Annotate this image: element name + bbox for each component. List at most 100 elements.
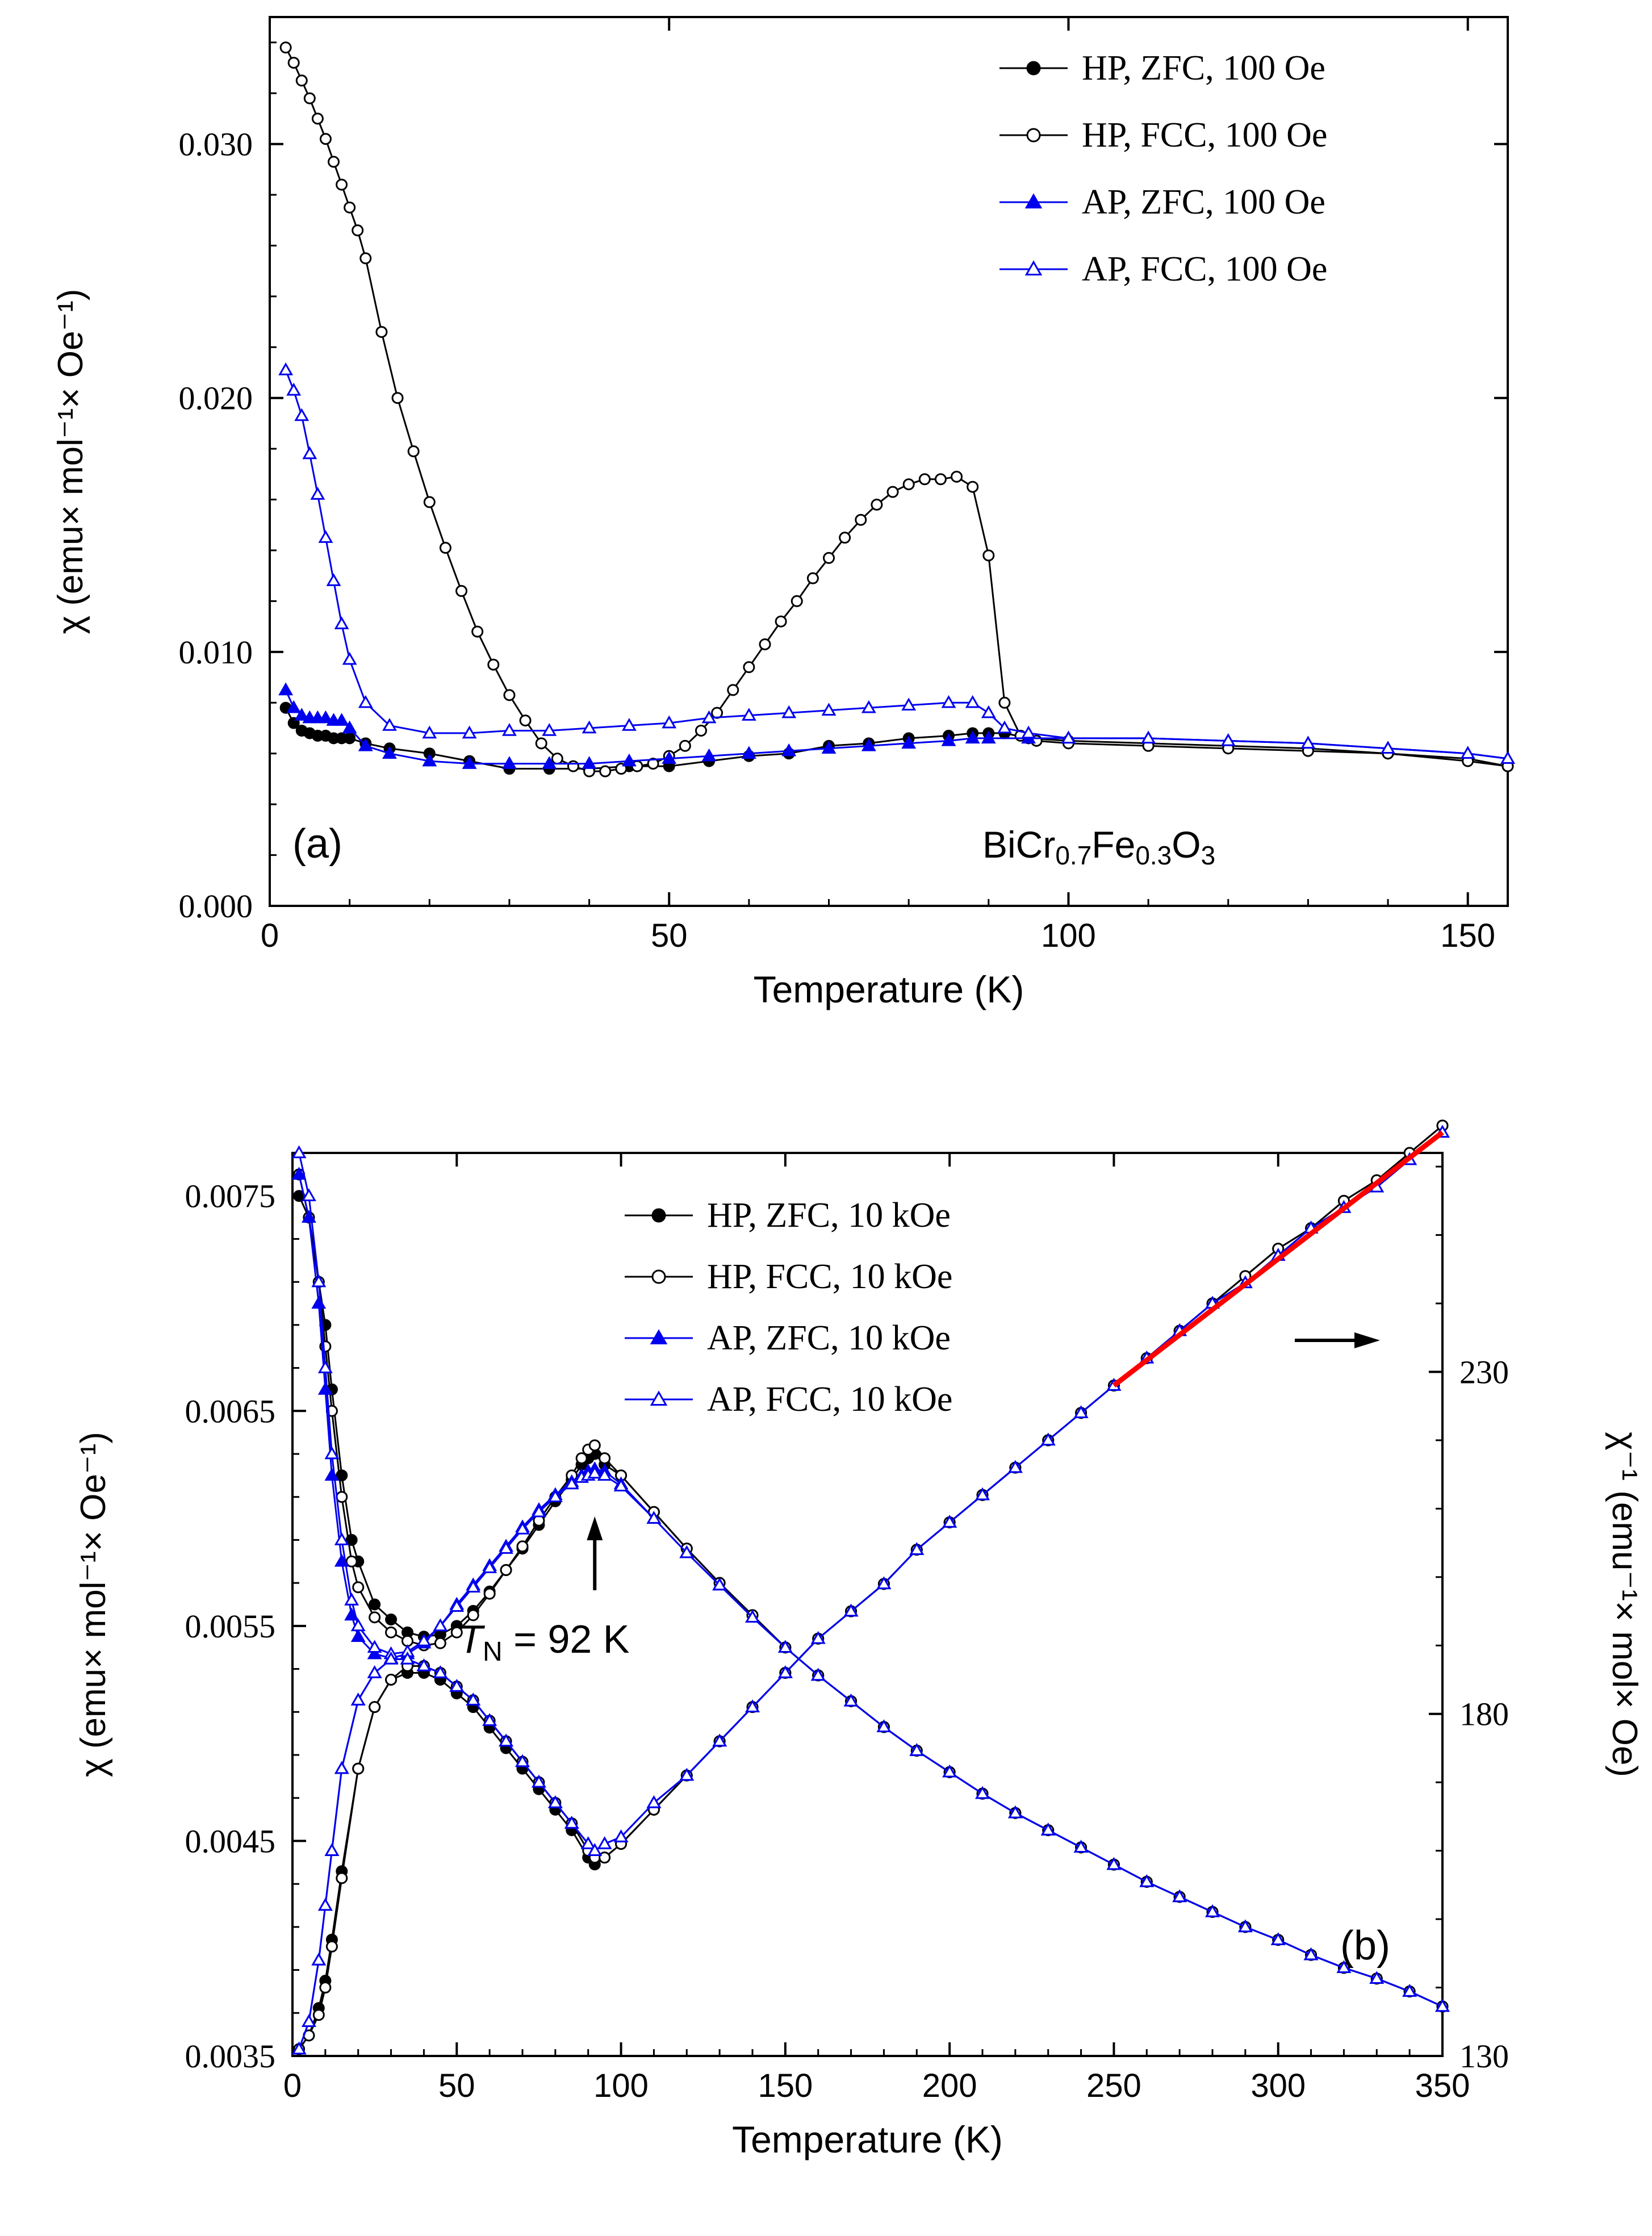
series-line	[298, 1196, 1443, 2008]
data-point	[359, 252, 372, 265]
data-point	[466, 1579, 481, 1593]
data-point	[345, 1555, 358, 1568]
data-point	[358, 738, 373, 751]
data-point	[745, 1699, 760, 1712]
data-point	[1007, 1805, 1023, 1819]
legend-label: AP, ZFC, 10 kOe	[707, 1319, 951, 1357]
plot-frame	[291, 1152, 1444, 2057]
data-point	[294, 708, 310, 721]
data-point	[279, 41, 292, 54]
data-point	[516, 1540, 529, 1553]
data-point	[871, 499, 883, 511]
data-point	[303, 92, 316, 105]
data-point	[567, 760, 579, 772]
data-point	[416, 1633, 432, 1646]
data-point	[1270, 1932, 1286, 1945]
data-point	[294, 408, 310, 421]
tn-arrow-head	[587, 1516, 603, 1540]
data-point	[385, 1626, 398, 1639]
formula-text: Fe	[1091, 824, 1135, 866]
data-point	[334, 1532, 349, 1545]
x-axis-label: Temperature (K)	[754, 968, 1024, 1010]
data-point	[1172, 1889, 1187, 1903]
data-point	[278, 362, 294, 375]
x-axis-label: Temperature (K)	[732, 2118, 1003, 2160]
data-point	[278, 682, 294, 696]
data-point	[382, 718, 397, 731]
data-point	[531, 1504, 546, 1518]
data-point	[575, 1452, 588, 1465]
series-curie-weiss-fit	[1112, 1130, 1444, 1388]
data-point	[1021, 725, 1036, 739]
x-tick-label: 150	[1440, 917, 1495, 954]
x-tick-label: 200	[922, 2067, 977, 2104]
data-point	[965, 730, 980, 744]
data-point	[810, 1667, 826, 1681]
legend-marker	[651, 1269, 666, 1284]
data-point	[965, 695, 980, 708]
legend-marker	[651, 1208, 666, 1223]
formula-subscript: 0.7	[1055, 841, 1091, 870]
data-point	[597, 1468, 612, 1481]
data-point	[821, 703, 837, 716]
data-point	[336, 1872, 348, 1884]
data-point	[580, 1836, 596, 1849]
data-point	[679, 1767, 695, 1781]
legend-label: AP, FCC, 10 kOe	[707, 1380, 952, 1419]
data-point	[439, 542, 451, 554]
data-point	[587, 1465, 603, 1479]
formula-subscript: 0.3	[1135, 841, 1172, 870]
data-point	[975, 1786, 990, 1799]
data-point	[344, 1593, 359, 1606]
data-point	[1460, 746, 1475, 759]
series-hp-fcc-100-oe	[279, 41, 1514, 778]
data-point	[483, 1587, 496, 1600]
data-point	[806, 572, 819, 584]
data-point	[385, 1614, 398, 1625]
data-point	[400, 1651, 415, 1665]
y-tick-label: 0.010	[179, 634, 253, 671]
y-tick-label: 0.0045	[185, 1823, 276, 1859]
data-point	[375, 325, 388, 338]
data-point	[975, 1487, 990, 1501]
right-axis-arrow-head	[1354, 1332, 1380, 1348]
data-point	[324, 1446, 340, 1460]
data-point	[1300, 735, 1316, 749]
data-point	[302, 446, 317, 459]
panel-label: (a)	[292, 821, 342, 867]
data-point	[613, 1829, 629, 1842]
data-point	[369, 1701, 381, 1713]
data-point	[336, 1491, 348, 1503]
data-point	[727, 684, 739, 696]
data-point	[1073, 1405, 1089, 1418]
data-point	[997, 720, 1012, 734]
data-point	[295, 74, 308, 87]
formula-subscript: 3	[1201, 841, 1216, 870]
data-point	[482, 1560, 497, 1573]
data-point	[326, 573, 341, 586]
data-point	[934, 473, 947, 486]
data-point	[1205, 1904, 1220, 1917]
data-point	[466, 1692, 481, 1706]
data-point	[876, 1576, 892, 1590]
x-tick-label: 100	[593, 2067, 649, 2104]
data-point	[482, 1713, 497, 1727]
data-point	[982, 549, 995, 562]
legend-label: HP, ZFC, 10 kOe	[707, 1196, 951, 1235]
formula-text: BiCr	[982, 824, 1055, 866]
x-tick-label: 50	[438, 2067, 475, 2104]
data-point	[775, 615, 787, 628]
data-point	[551, 753, 563, 765]
data-point	[1402, 1984, 1417, 1997]
data-point	[981, 730, 996, 744]
legend-label: AP, FCC, 100 Oe	[1082, 250, 1327, 289]
data-point	[909, 1743, 925, 1756]
y-tick-label: 0.0055	[185, 1608, 276, 1645]
x-tick-label: 0	[283, 2067, 302, 2104]
y-tick-label: 0.0075	[185, 1178, 276, 1215]
panel-a-chart: 0 50 100 150 0.000 0.010 0.020 0.030 Temperature…	[51, 16, 1515, 1010]
legend-label: HP, ZFC, 100 Oe	[1082, 49, 1325, 87]
data-point	[342, 720, 357, 734]
series-ap-fcc-10-koe-inverse-	[291, 1125, 1450, 2055]
